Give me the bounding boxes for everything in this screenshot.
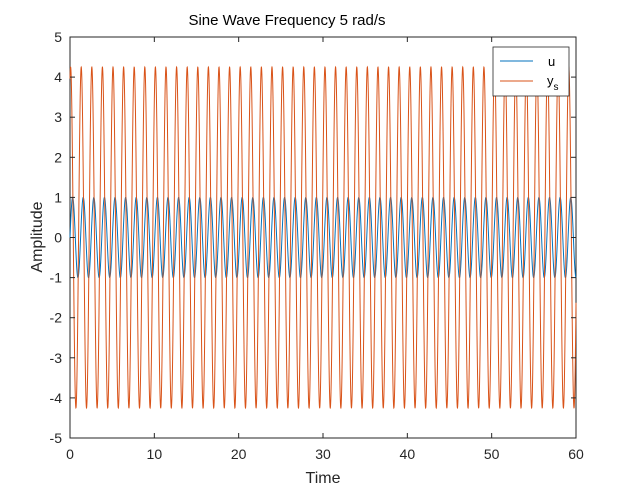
x-tick-label: 20 — [231, 446, 247, 462]
y-tick-label: 5 — [54, 29, 62, 45]
y-axis-label: Amplitude — [29, 201, 46, 272]
y-tick-label: 4 — [54, 69, 62, 85]
ticks-layer: 0 10 20 30 40 50 60 -5 -4 -3 -2 -1 0 1 2 3 4 5 — [50, 29, 584, 462]
legend-label-ys: ys — [547, 73, 559, 93]
x-tick-label: 40 — [400, 446, 416, 462]
x-tick-label: 0 — [66, 446, 74, 462]
series-line-ys — [69, 65, 577, 410]
y-tick-label: -4 — [50, 390, 63, 406]
chart-title: Sine Wave Frequency 5 rad/s — [188, 12, 385, 29]
legend-label-u: u — [548, 54, 555, 69]
y-tick-label: 3 — [54, 109, 62, 125]
y-tick-label: -2 — [50, 310, 63, 326]
y-tick-label: -5 — [50, 430, 63, 446]
series-layer — [69, 65, 577, 410]
legend-label-ys-subscript: s — [554, 82, 559, 93]
y-tick-label: 2 — [54, 149, 62, 165]
x-tick-label: 10 — [147, 446, 163, 462]
x-tick-label: 60 — [568, 446, 584, 462]
y-tick-label: -3 — [50, 350, 63, 366]
x-axis-label: Time — [306, 470, 341, 487]
legend-box — [492, 46, 570, 97]
legend[interactable]: u ys — [492, 46, 570, 97]
y-tick-label: 1 — [54, 189, 62, 205]
x-tick-label: 30 — [315, 446, 331, 462]
legend-label-ys-base: y — [547, 73, 554, 88]
x-tick-label: 50 — [484, 446, 500, 462]
y-tick-label: 0 — [54, 230, 62, 246]
y-tick-label: -1 — [50, 270, 63, 286]
